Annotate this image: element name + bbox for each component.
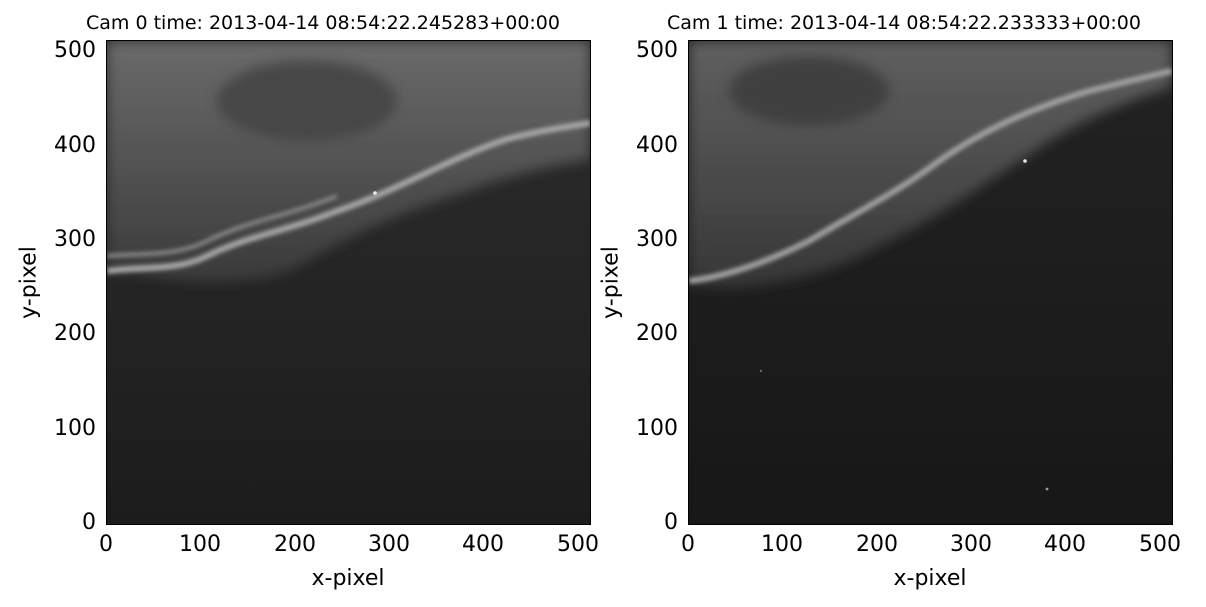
aurora-image-cam0 xyxy=(106,40,591,525)
y-tick-label: 0 xyxy=(664,510,678,535)
x-tick-label: 100 xyxy=(761,532,803,557)
x-tick-label: 500 xyxy=(557,532,599,557)
y-tick-label: 200 xyxy=(54,321,96,346)
camera-panel-1: Cam 1 time: 2013-04-14 08:54:22.233333+0… xyxy=(582,0,1185,607)
camera-panel-0: Cam 0 time: 2013-04-14 08:54:22.245283+0… xyxy=(16,12,600,591)
y-tick-label: 400 xyxy=(54,133,96,158)
panel-title: Cam 1 time: 2013-04-14 08:54:22.233333+0… xyxy=(667,12,1141,34)
y-tick-label: 500 xyxy=(54,38,96,63)
y-tick-label: 400 xyxy=(636,133,678,158)
aurora-image xyxy=(689,41,1172,524)
x-axis-label: x-pixel xyxy=(311,566,385,591)
x-tick-label: 200 xyxy=(856,532,898,557)
x-axis-label: x-pixel xyxy=(893,566,967,591)
x-tick-label: 100 xyxy=(179,532,221,557)
x-tick-label: 0 xyxy=(681,532,695,557)
aurora-image xyxy=(107,41,590,524)
y-tick-label: 200 xyxy=(636,321,678,346)
y-tick-label: 100 xyxy=(54,416,96,441)
x-tick-label: 400 xyxy=(1044,532,1086,557)
panel-title: Cam 0 time: 2013-04-14 08:54:22.245283+0… xyxy=(86,12,560,34)
x-tick-label: 200 xyxy=(274,532,316,557)
x-tick-label: 300 xyxy=(950,532,992,557)
y-tick-label: 300 xyxy=(54,227,96,252)
aurora-image-cam1 xyxy=(688,40,1173,525)
y-tick-label: 0 xyxy=(82,510,96,535)
y-tick-label: 500 xyxy=(636,38,678,63)
y-axis-label: y-pixel xyxy=(16,246,42,319)
x-tick-label: 400 xyxy=(462,532,504,557)
y-axis-label: y-pixel xyxy=(598,246,624,319)
x-tick-label: 500 xyxy=(1139,532,1181,557)
y-tick-label: 100 xyxy=(636,416,678,441)
x-tick-label: 0 xyxy=(99,532,113,557)
y-tick-label: 300 xyxy=(636,227,678,252)
x-tick-label: 300 xyxy=(368,532,410,557)
